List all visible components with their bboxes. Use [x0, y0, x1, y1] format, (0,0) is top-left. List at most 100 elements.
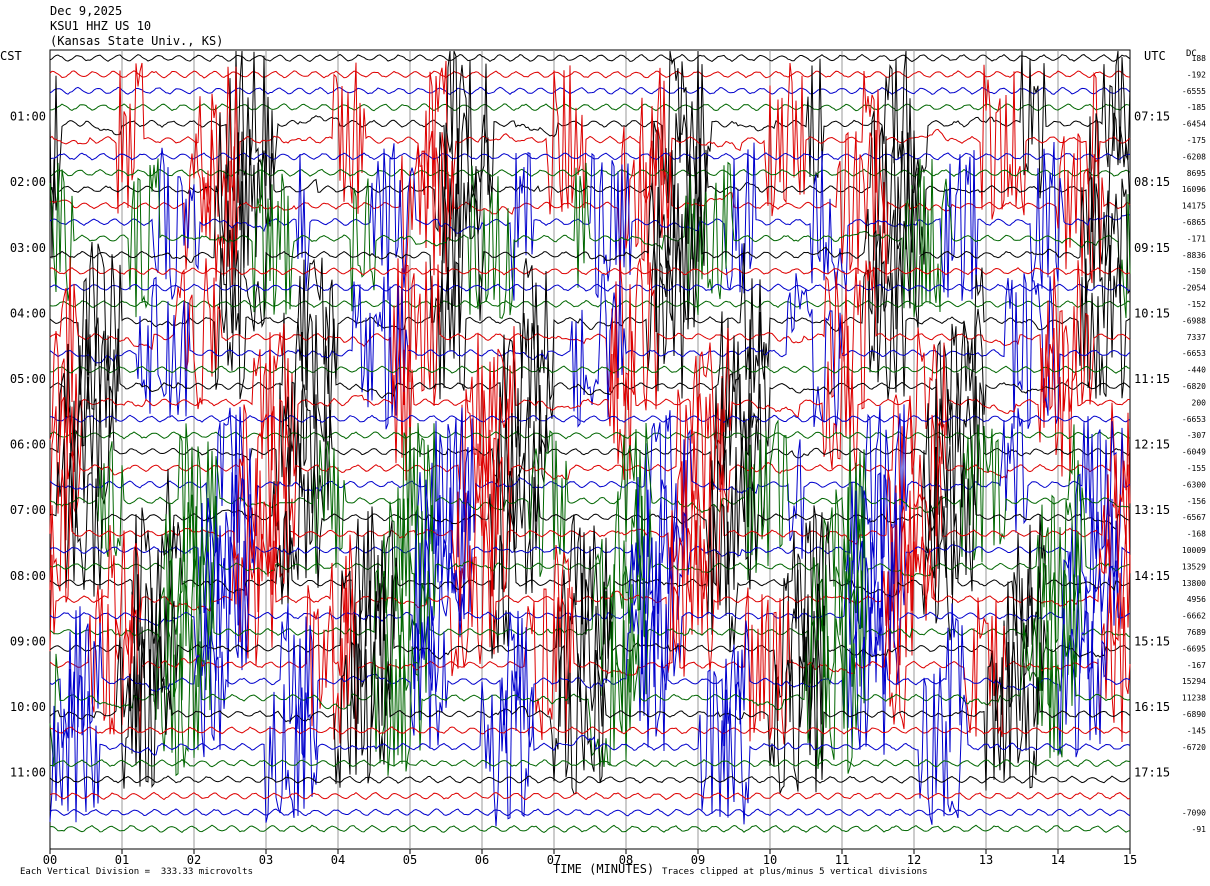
- trace-29: [49, 453, 1131, 613]
- trace-10: [49, 141, 1131, 301]
- station-label: KSU1 HHZ US 10: [50, 19, 152, 33]
- dc-offset-label: -192: [1187, 70, 1206, 79]
- x-tick-label: 15: [1123, 853, 1137, 867]
- trace-42: [49, 667, 1131, 827]
- right-hour-label: 11:15: [1134, 372, 1170, 386]
- trace-12: [49, 176, 1131, 335]
- trace-23: [49, 430, 1131, 440]
- x-tick-label: 11: [835, 853, 849, 867]
- dc-offset-label: -6890: [1182, 710, 1206, 719]
- right-timezone-label: UTC: [1144, 49, 1166, 63]
- dc-offset-label: -150: [1187, 267, 1206, 276]
- trace-14: [49, 283, 1131, 292]
- x-tick-label: 04: [331, 853, 345, 867]
- dc-offset-label: -7090: [1182, 808, 1206, 817]
- trace-39: [49, 618, 1131, 777]
- left-hour-label: 11:00: [10, 766, 46, 780]
- trace-36: [49, 568, 1131, 728]
- left-hour-label: 06:00: [10, 438, 46, 452]
- dc-offset-label: -145: [1187, 726, 1206, 735]
- left-timezone-label: CST: [0, 49, 22, 63]
- left-hour-label: 08:00: [10, 569, 46, 583]
- x-tick-label: 05: [403, 853, 417, 867]
- dc-offset-label: -6720: [1182, 743, 1206, 752]
- right-hour-label: 17:15: [1134, 766, 1170, 780]
- x-tick-label: 03: [259, 853, 273, 867]
- trace-28: [49, 437, 1131, 597]
- left-hour-label: 02:00: [10, 175, 46, 189]
- dc-offset-label: 11238: [1182, 694, 1206, 703]
- x-tick-label: 06: [475, 853, 489, 867]
- dc-offset-label: -152: [1187, 300, 1206, 309]
- trace-16: [49, 241, 1131, 401]
- dc-offset-label: -6300: [1182, 480, 1206, 489]
- dc-offset-label: -6653: [1182, 415, 1206, 424]
- dc-offset-label: -6988: [1182, 316, 1206, 325]
- dc-header-label: DC: [1186, 49, 1197, 59]
- dc-offset-label: -6653: [1182, 349, 1206, 358]
- dc-offset-label: -307: [1187, 431, 1206, 440]
- left-hour-label: 10:00: [10, 700, 46, 714]
- dc-offset-label: -168: [1187, 530, 1206, 539]
- trace-45: [49, 791, 1131, 801]
- dc-offset-label: -171: [1187, 234, 1206, 243]
- x-tick-label: 01: [115, 853, 129, 867]
- dc-offset-label: -167: [1187, 661, 1206, 670]
- dc-offset-label: -6208: [1182, 152, 1206, 161]
- dc-offset-label: 16096: [1182, 185, 1206, 194]
- dc-offset-label: 15294: [1182, 677, 1206, 686]
- trace-35: [49, 552, 1131, 712]
- dc-offset-label: -440: [1187, 366, 1206, 375]
- trace-15: [49, 299, 1131, 309]
- trace-2: [49, 86, 1131, 95]
- right-hour-label: 13:15: [1134, 503, 1170, 517]
- dc-offset-label: 4956: [1187, 595, 1206, 604]
- trace-26: [49, 404, 1131, 564]
- trace-24: [49, 372, 1131, 532]
- trace-0: [49, 53, 1131, 63]
- trace-44: [49, 775, 1131, 784]
- clip-note: Traces clipped at plus/minus 5 vertical …: [662, 867, 928, 877]
- trace-22: [49, 414, 1131, 423]
- trace-46: [49, 808, 1131, 817]
- trace-1: [49, 70, 1131, 79]
- trace-27: [49, 419, 1131, 581]
- x-tick-label: 09: [691, 853, 705, 867]
- trace-41: [49, 726, 1131, 735]
- dc-offset-label: 13529: [1182, 562, 1206, 571]
- dc-offset-label: 188: [1192, 54, 1207, 63]
- dc-offset-label: -156: [1187, 497, 1206, 506]
- trace-33: [49, 519, 1131, 677]
- right-hour-label: 10:15: [1134, 306, 1170, 320]
- trace-19: [49, 365, 1131, 374]
- trace-17: [49, 257, 1131, 417]
- trace-7: [49, 168, 1131, 178]
- dc-offset-label: -6865: [1182, 218, 1206, 227]
- right-hour-label: 14:15: [1134, 569, 1170, 583]
- trace-20: [49, 306, 1131, 466]
- x-tick-label: 02: [187, 853, 201, 867]
- dc-offset-label: 7689: [1187, 628, 1206, 637]
- dc-offset-label: -6454: [1182, 120, 1206, 129]
- trace-11: [49, 158, 1131, 319]
- plot-frame: [49, 49, 1131, 850]
- left-hour-label: 07:00: [10, 503, 46, 517]
- dc-offset-label: -185: [1187, 103, 1206, 112]
- dc-offset-label: -2054: [1182, 284, 1206, 293]
- dc-offset-label: -6820: [1182, 382, 1206, 391]
- dc-offset-label: 7337: [1187, 333, 1206, 342]
- trace-21: [49, 323, 1131, 483]
- scale-note: Each Vertical Division = 333.33 microvol…: [20, 867, 253, 877]
- dc-offset-label: -155: [1187, 464, 1206, 473]
- trace-34: [49, 536, 1131, 695]
- trace-13: [49, 267, 1131, 276]
- left-hour-label: 05:00: [10, 372, 46, 386]
- dc-offset-label: -91: [1192, 825, 1207, 834]
- trace-18: [49, 273, 1131, 434]
- dc-offset-label: -6555: [1182, 87, 1206, 96]
- trace-6: [49, 152, 1131, 161]
- x-tick-label: 10: [763, 853, 777, 867]
- dc-offset-label: -6662: [1182, 612, 1206, 621]
- trace-5: [49, 60, 1131, 220]
